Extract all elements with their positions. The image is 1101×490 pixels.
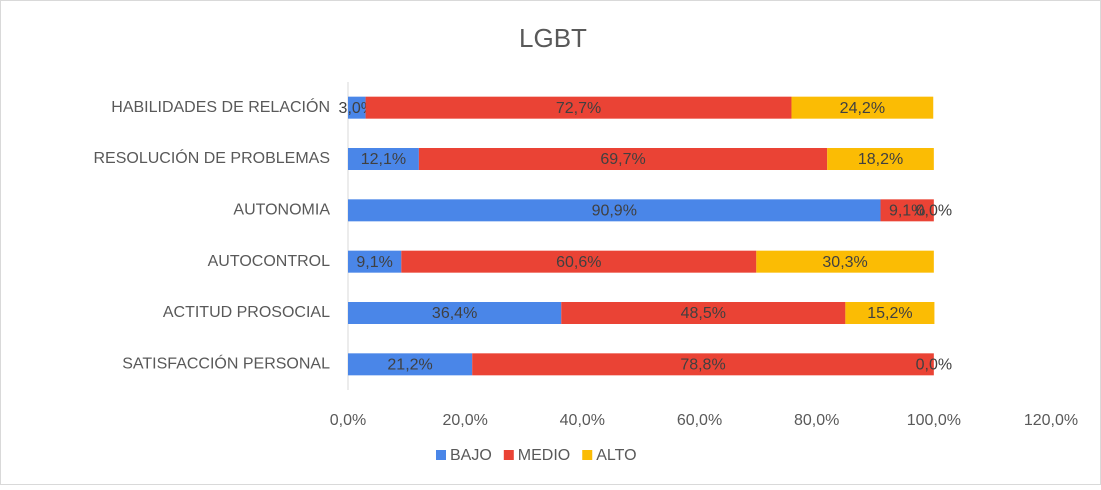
bar-segment [756, 250, 934, 273]
bar-segment [561, 302, 846, 324]
bar-segment [348, 353, 473, 376]
data-label: 30,3% [822, 254, 867, 271]
bar-segment [348, 302, 562, 324]
data-label: 72,7% [556, 100, 601, 117]
bar-segment [791, 96, 934, 119]
bar-segment [401, 250, 757, 273]
y-tick-label: AUTONOMIA [233, 202, 330, 219]
data-label: 9,1% [356, 254, 392, 271]
bar-segment [472, 353, 934, 376]
legend-swatch [436, 450, 446, 460]
legend-swatch [582, 450, 593, 460]
data-label: 18,2% [858, 151, 903, 168]
x-tick-label: 80,0% [794, 412, 839, 429]
bar-segment [827, 148, 934, 170]
y-tick-label: ACTITUD PROSOCIAL [163, 304, 330, 321]
chart-title: LGBT [519, 23, 587, 53]
data-label: 9,1% [889, 203, 925, 220]
data-label: 78,8% [680, 357, 725, 374]
legend-label: BAJO [450, 447, 492, 464]
legend-label: MEDIO [518, 447, 570, 464]
data-label: 12,1% [361, 151, 406, 168]
x-tick-label: 40,0% [560, 412, 605, 429]
bar-segment [348, 96, 366, 119]
x-tick-label: 120,0% [1024, 412, 1078, 429]
data-label: 0,0% [916, 203, 952, 220]
bar-segment [348, 148, 419, 170]
data-label: 36,4% [432, 305, 477, 322]
y-tick-label: RESOLUCIÓN DE PROBLEMAS [94, 148, 331, 167]
data-label: 0,0% [916, 357, 952, 374]
x-tick-label: 0,0% [330, 412, 366, 429]
data-label: 24,2% [840, 100, 885, 117]
data-label: 15,2% [867, 305, 912, 322]
bar-segment [365, 96, 792, 119]
legend-label: ALTO [596, 447, 636, 464]
data-label: 21,2% [387, 357, 432, 374]
bar-segment [845, 302, 935, 324]
y-tick-label: SATISFACCIÓN PERSONAL [122, 354, 330, 373]
y-tick-label: HABILIDADES DE RELACIÓN [111, 97, 330, 116]
data-label: 60,6% [556, 254, 601, 271]
x-tick-label: 100,0% [907, 412, 961, 429]
bar-segment [880, 199, 934, 222]
x-tick-label: 20,0% [442, 412, 487, 429]
legend-swatch [503, 450, 514, 460]
bar-segment [348, 199, 881, 222]
bar-segment [418, 148, 828, 170]
data-label: 69,7% [600, 151, 645, 168]
y-tick-label: AUTOCONTROL [208, 253, 330, 270]
data-label: 90,9% [592, 203, 637, 220]
bar-segment [348, 250, 402, 273]
data-label: 48,5% [681, 305, 726, 322]
x-tick-label: 60,0% [677, 412, 722, 429]
